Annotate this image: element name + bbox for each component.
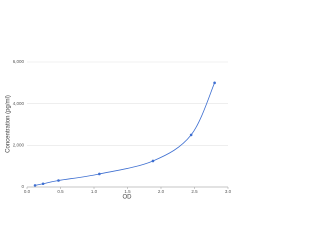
chart: OD Concentration (pg/ml) 0 2,000 4,000 6,00… [6, 59, 232, 201]
point [98, 172, 101, 176]
point [57, 179, 60, 182]
point [41, 182, 45, 186]
y-tick-label: 6,000 [13, 59, 25, 64]
x-tick-label: 1.0 [91, 189, 98, 194]
y-tick-label: 2,000 [13, 143, 25, 148]
point [33, 184, 37, 187]
y-tick-label: 0 [21, 184, 24, 189]
y-axis-title: Concentration (pg/ml) [6, 95, 12, 153]
x-tick-label: 2.5 [191, 189, 198, 194]
curve [34, 82, 215, 186]
point [213, 81, 216, 85]
y-tick-label: 4,000 [13, 101, 25, 106]
x-tick-label: 3.0 [225, 189, 232, 194]
x-tick-label: 2.0 [158, 189, 165, 194]
x-axis-title: OD [123, 195, 133, 201]
point [189, 133, 193, 137]
x-tick-label: 0.5 [57, 189, 64, 194]
x-tick-label: 1.5 [124, 189, 131, 194]
point [151, 159, 155, 163]
x-tick-label: 0.0 [24, 189, 31, 194]
